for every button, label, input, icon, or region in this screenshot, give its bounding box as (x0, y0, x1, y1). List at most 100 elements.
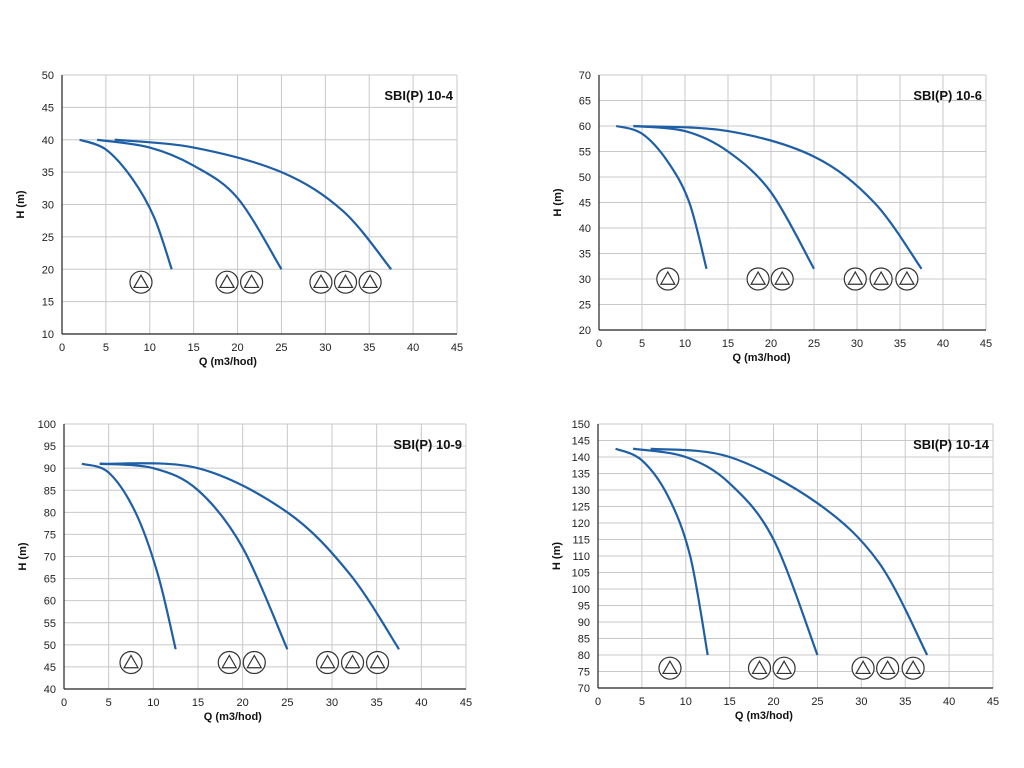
chart-sbi-10-9: 0 5 10 15 20 25 30 35 40 45 40 45 50 55 60 65 70 75 80 85 90… (17, 419, 472, 723)
y-tick-label: 85 (578, 634, 590, 646)
pump-symbol-icon (658, 656, 682, 680)
x-axis-label: Q (m3/hod) (735, 710, 793, 722)
x-tick-label: 45 (987, 696, 999, 708)
x-tick-label: 15 (188, 342, 200, 354)
pump-symbol-icon (746, 267, 770, 291)
x-tick-label: 5 (106, 697, 112, 709)
y-tick-label: 15 (42, 297, 54, 309)
x-tick-label: 45 (980, 338, 992, 350)
pump-symbol-icon (851, 656, 875, 680)
y-axis-label: H (m) (17, 542, 29, 570)
y-tick-label: 35 (42, 167, 54, 179)
y-tick-label: 135 (572, 469, 590, 481)
y-tick-label: 55 (579, 147, 591, 159)
pump-curve-3 (99, 462, 400, 650)
y-tick-label: 120 (572, 518, 590, 530)
y-tick-label: 40 (44, 684, 56, 696)
pump-symbol-icon (217, 650, 241, 675)
x-tick-label: 40 (407, 342, 419, 354)
x-tick-label: 35 (371, 697, 383, 709)
y-tick-label: 90 (44, 463, 56, 475)
x-tick-label: 0 (596, 338, 602, 350)
y-tick-label: 20 (42, 264, 54, 276)
y-tick-label: 150 (572, 419, 590, 431)
x-tick-label: 20 (767, 696, 779, 708)
x-tick-label: 0 (61, 697, 67, 709)
x-tick-label: 15 (722, 338, 734, 350)
y-tick-label: 85 (44, 485, 56, 497)
x-tick-label: 10 (680, 696, 692, 708)
y-axis-label: H (m) (551, 542, 563, 570)
y-tick-label: 45 (44, 662, 56, 674)
y-tick-label: 50 (579, 172, 591, 184)
pump-symbol-icon (119, 650, 143, 675)
y-tick-label: 90 (578, 617, 590, 629)
chart-title: SBI(P) 10-9 (393, 437, 462, 452)
x-tick-label: 25 (281, 697, 293, 709)
x-axis-label: Q (m3/hod) (204, 711, 262, 723)
pump-symbol-icon (315, 650, 340, 675)
y-tick-label: 40 (42, 135, 54, 147)
y-tick-label: 45 (42, 102, 54, 114)
y-tick-label: 60 (44, 596, 56, 608)
x-tick-label: 15 (724, 696, 736, 708)
x-tick-label: 0 (595, 696, 601, 708)
y-tick-label: 60 (579, 121, 591, 133)
y-tick-label: 80 (578, 650, 590, 662)
pump-curve-1 (79, 138, 173, 270)
y-tick-label: 30 (42, 200, 54, 212)
x-tick-label: 45 (460, 697, 472, 709)
y-tick-label: 30 (579, 274, 591, 286)
y-tick-label: 70 (578, 683, 590, 695)
y-tick-label: 40 (579, 223, 591, 235)
pump-symbol-icon (358, 270, 382, 294)
chart-title: SBI(P) 10-14 (913, 437, 990, 452)
y-tick-label: 35 (579, 249, 591, 261)
pump-symbol-icon (215, 270, 239, 294)
y-tick-label: 110 (572, 551, 590, 563)
y-tick-label: 75 (578, 667, 590, 679)
pump-curve-2 (96, 138, 283, 270)
x-tick-label: 35 (363, 342, 375, 354)
x-tick-label: 5 (639, 696, 645, 708)
y-tick-label: 80 (44, 507, 56, 519)
y-tick-label: 75 (44, 529, 56, 541)
chart-sbi-10-6: 0 5 10 15 20 25 30 35 40 45 20 25 30 35 40 45 50 55 60 65 70… (552, 70, 992, 364)
y-tick-label: 50 (42, 70, 54, 82)
pump-symbol-icon (901, 656, 925, 680)
x-tick-label: 30 (851, 338, 863, 350)
y-tick-label: 45 (579, 198, 591, 210)
pump-symbol-icon (242, 650, 266, 675)
pump-symbol-icon (876, 656, 900, 680)
x-tick-label: 5 (639, 338, 645, 350)
y-tick-label: 10 (42, 329, 54, 341)
pump-symbol-icon (240, 270, 264, 294)
y-tick-label: 125 (572, 502, 590, 514)
x-tick-label: 10 (147, 697, 159, 709)
pump-symbol-icon (869, 267, 893, 291)
pump-symbol-icon (129, 270, 153, 294)
x-tick-label: 30 (326, 697, 338, 709)
chart-title: SBI(P) 10-4 (384, 88, 453, 103)
pump-curve-2 (633, 124, 815, 270)
x-tick-label: 20 (237, 697, 249, 709)
x-tick-label: 10 (679, 338, 691, 350)
x-tick-label: 0 (59, 342, 65, 354)
pump-curve-3 (650, 447, 929, 656)
pump-symbol-icon (895, 267, 919, 291)
pump-symbol-icon (843, 267, 867, 291)
pump-curve-2 (99, 462, 289, 650)
x-tick-label: 25 (811, 696, 823, 708)
pump-curve-1 (615, 124, 708, 270)
x-tick-label: 15 (192, 697, 204, 709)
y-tick-label: 25 (579, 300, 591, 312)
y-axis-label: H (m) (15, 190, 27, 218)
x-tick-label: 5 (103, 342, 109, 354)
y-tick-label: 140 (572, 452, 590, 464)
pump-symbol-icon (770, 267, 794, 291)
y-axis-label: H (m) (552, 188, 564, 216)
pump-symbol-icon (772, 656, 796, 680)
pump-curve-2 (632, 447, 819, 656)
x-axis-label: Q (m3/hod) (733, 352, 791, 364)
x-tick-label: 35 (894, 338, 906, 350)
